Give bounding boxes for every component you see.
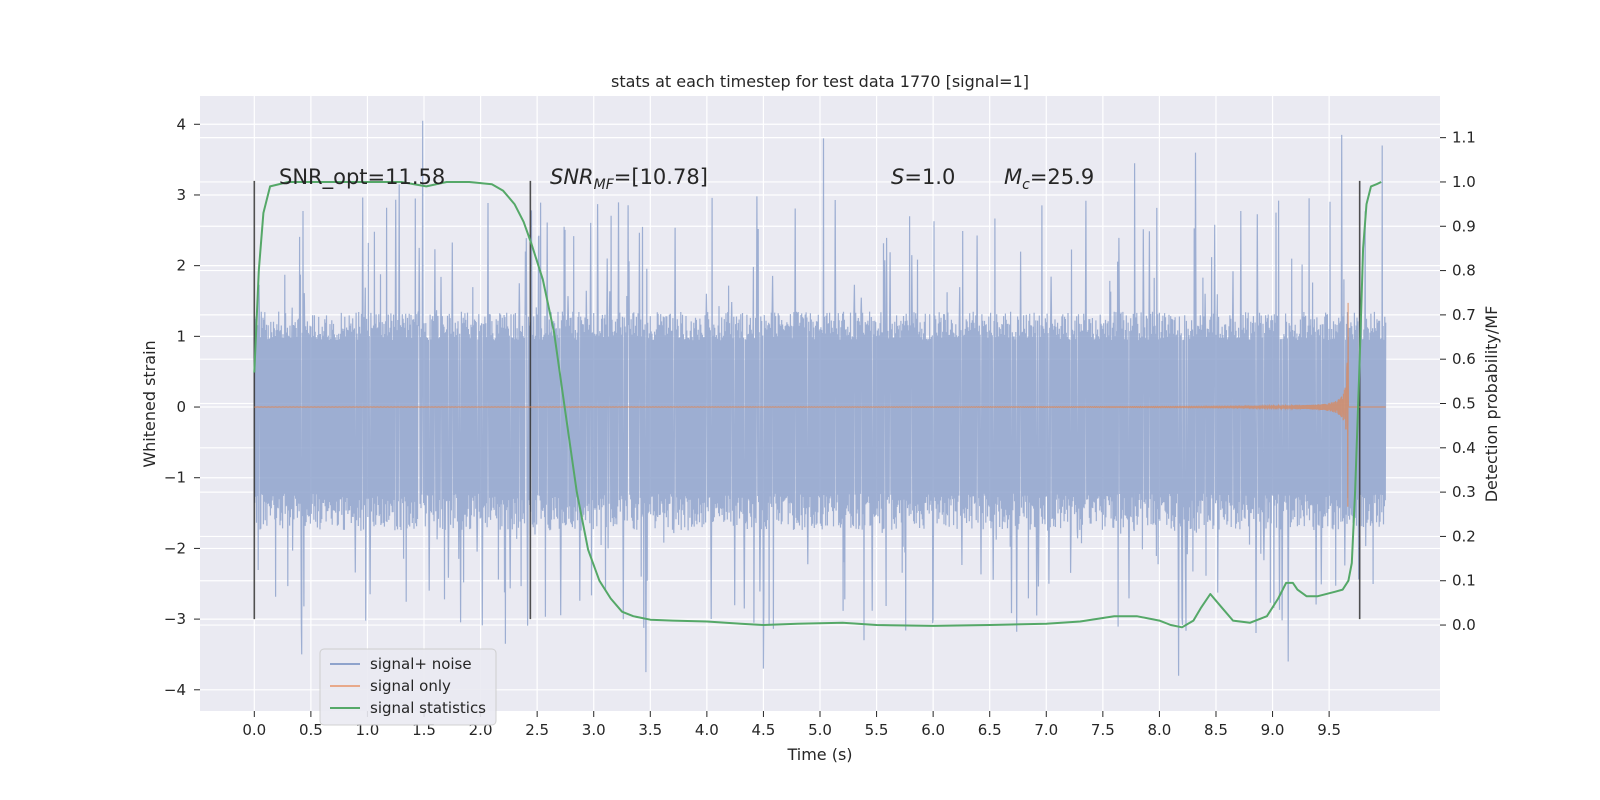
y-axis-label: Whitened strain: [140, 340, 159, 467]
x-tick-label: 0.0: [242, 721, 266, 739]
y-tick-label: −2: [164, 539, 186, 557]
annotation-snr-mf-base: SNR: [550, 165, 594, 189]
y-tick-label: 0: [176, 398, 186, 416]
legend-label-signal-only: signal only: [370, 677, 451, 695]
y2-tick-label: 1.0: [1452, 173, 1476, 191]
annotation-snr-mf-sub: MF: [594, 177, 615, 193]
x-tick-label: 6.0: [921, 721, 945, 739]
annotation-mc: Mc=25.9: [1004, 165, 1094, 193]
series-signal-statistics: [253, 181, 1382, 629]
y-tick-label: 2: [176, 257, 186, 275]
y2-tick-label: 0.6: [1452, 350, 1476, 368]
signal-only-line: [254, 302, 1386, 507]
y-tick-label: 3: [176, 186, 186, 204]
y2-tick-label: 0.8: [1452, 262, 1476, 280]
x-tick-label: 0.5: [299, 721, 323, 739]
y-tick-label: −4: [164, 681, 186, 699]
y2-axis-label: Detection probability/MF: [1482, 306, 1501, 503]
y2-tick-label: 0.5: [1452, 395, 1476, 413]
annotation-mc-sub: c: [1022, 177, 1030, 193]
annotation-snr-opt: SNR_opt=11.58: [279, 165, 445, 190]
y-tick-label: −1: [164, 469, 186, 487]
y2-axis-ticks: 1.1 1.0 0.9 0.8 0.7 0.6 0.5 0.4 0.3 0.2 0.1 0.0: [1440, 129, 1476, 634]
y-tick-label: −3: [164, 610, 186, 628]
x-tick-label: 2.5: [525, 721, 549, 739]
y-tick-label: 4: [176, 115, 186, 133]
annotation-s: S=1.0: [891, 165, 955, 189]
x-tick-label: 9.0: [1261, 721, 1285, 739]
x-tick-label: 5.5: [865, 721, 889, 739]
x-tick-label: 8.0: [1147, 721, 1171, 739]
annotation-mc-base: M: [1004, 165, 1022, 189]
x-tick-label: 9.5: [1317, 721, 1341, 739]
x-tick-label: 8.5: [1204, 721, 1228, 739]
x-tick-label: 6.5: [978, 721, 1002, 739]
x-tick-label: 7.0: [1034, 721, 1058, 739]
series-signal-noise: [253, 120, 1387, 676]
x-tick-label: 3.0: [582, 721, 606, 739]
annotation-s-value: =1.0: [904, 165, 955, 189]
annotation-mc-value: =25.9: [1030, 165, 1094, 189]
y2-tick-label: 0.1: [1452, 572, 1476, 590]
annotation-s-base: S: [891, 165, 904, 189]
legend-label-signal-statistics: signal statistics: [370, 699, 486, 717]
annotation-snr-mf: SNRMF=[10.78]: [550, 165, 708, 193]
legend: signal+ noise signal only signal statist…: [319, 648, 497, 726]
y2-tick-label: 0.4: [1452, 439, 1476, 457]
y2-tick-label: 0.0: [1452, 616, 1476, 634]
x-axis-label: Time (s): [786, 745, 852, 764]
y2-tick-label: 1.1: [1452, 129, 1476, 147]
y2-tick-label: 0.9: [1452, 217, 1476, 235]
annotation-snr-mf-value: =[10.78]: [614, 165, 708, 189]
signal-statistics-line: [253, 181, 1382, 629]
x-tick-label: 7.5: [1091, 721, 1115, 739]
y2-tick-label: 0.7: [1452, 306, 1476, 324]
x-tick-label: 4.0: [695, 721, 719, 739]
vertical-markers: [253, 180, 1361, 620]
signal-noise-line: [253, 120, 1387, 676]
y-axis-ticks: 4 3 2 1 0 −1 −2 −3 −4: [164, 115, 200, 699]
legend-label-signal-noise: signal+ noise: [370, 655, 472, 673]
x-tick-label: 4.5: [752, 721, 776, 739]
x-tick-label: 5.0: [808, 721, 832, 739]
legend-box: [319, 648, 497, 726]
y2-tick-label: 0.3: [1452, 483, 1476, 501]
series-signal-only: [254, 302, 1386, 507]
x-tick-label: 3.5: [638, 721, 662, 739]
chart-title: stats at each timestep for test data 177…: [611, 72, 1029, 91]
y-tick-label: 1: [176, 327, 186, 345]
y2-tick-label: 0.2: [1452, 527, 1476, 545]
